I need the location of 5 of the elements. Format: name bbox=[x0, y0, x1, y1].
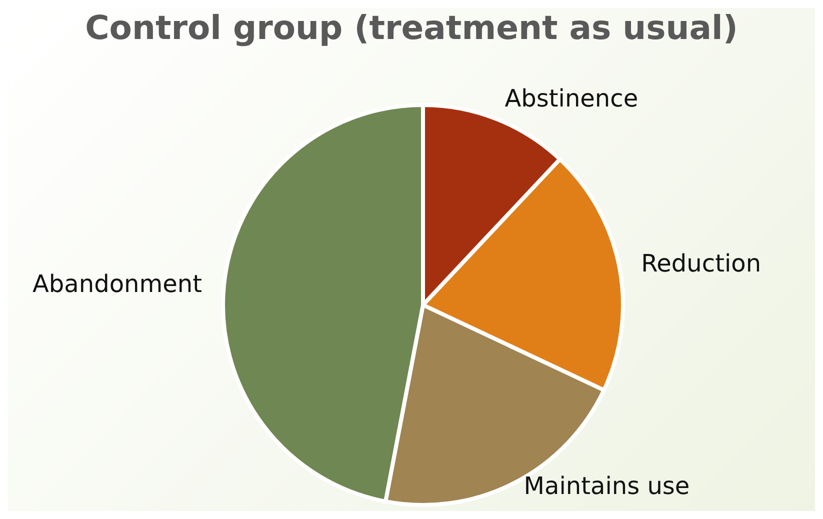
slice-label: Maintains use bbox=[524, 472, 690, 500]
chart-title: Control group (treatment as usual) bbox=[84, 8, 739, 47]
slice-label: Reduction bbox=[641, 249, 762, 278]
slice-label: Abandonment bbox=[32, 270, 202, 298]
slice-label: Abstinence bbox=[504, 84, 638, 113]
